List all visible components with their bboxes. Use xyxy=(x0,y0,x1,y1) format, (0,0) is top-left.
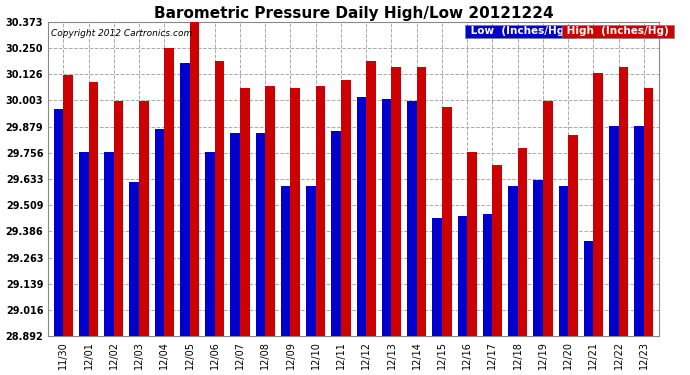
Bar xyxy=(230,133,240,336)
Bar xyxy=(619,67,628,336)
Bar xyxy=(391,67,401,336)
Text: Copyright 2012 Cartronics.com: Copyright 2012 Cartronics.com xyxy=(51,28,193,38)
Bar xyxy=(54,110,63,336)
Bar xyxy=(79,152,88,336)
Title: Barometric Pressure Daily High/Low 20121224: Barometric Pressure Daily High/Low 20121… xyxy=(154,6,553,21)
Bar xyxy=(63,75,73,336)
Bar xyxy=(634,126,644,336)
Bar xyxy=(205,152,215,336)
Bar xyxy=(88,82,98,336)
Bar xyxy=(215,61,224,336)
Bar xyxy=(316,86,325,336)
Bar xyxy=(457,216,467,336)
Bar xyxy=(533,180,543,336)
Bar xyxy=(290,88,300,336)
Text: Low  (Inches/Hg): Low (Inches/Hg) xyxy=(466,27,572,36)
Bar xyxy=(114,101,124,336)
Bar xyxy=(593,74,603,336)
Bar xyxy=(483,214,493,336)
Bar xyxy=(366,61,376,336)
Bar xyxy=(331,131,341,336)
Bar xyxy=(130,182,139,336)
Bar xyxy=(240,88,250,336)
Bar xyxy=(164,48,174,336)
Bar xyxy=(190,22,199,336)
Bar xyxy=(256,133,265,336)
Bar xyxy=(433,218,442,336)
Bar xyxy=(180,63,190,336)
Bar xyxy=(508,186,518,336)
Bar xyxy=(104,152,114,336)
Bar xyxy=(407,101,417,336)
Bar xyxy=(568,135,578,336)
Bar xyxy=(281,186,290,336)
Bar xyxy=(518,148,527,336)
Bar xyxy=(442,107,451,336)
Bar xyxy=(644,88,653,336)
Bar xyxy=(155,129,164,336)
Bar xyxy=(265,86,275,336)
Bar xyxy=(139,101,148,336)
Bar xyxy=(609,126,619,336)
Bar xyxy=(543,101,553,336)
Bar xyxy=(467,152,477,336)
Bar xyxy=(306,186,316,336)
Bar xyxy=(559,186,568,336)
Bar xyxy=(493,165,502,336)
Text: High  (Inches/Hg): High (Inches/Hg) xyxy=(563,27,673,36)
Bar xyxy=(341,80,351,336)
Bar xyxy=(382,99,391,336)
Bar xyxy=(357,97,366,336)
Bar xyxy=(417,67,426,336)
Bar xyxy=(584,241,593,336)
